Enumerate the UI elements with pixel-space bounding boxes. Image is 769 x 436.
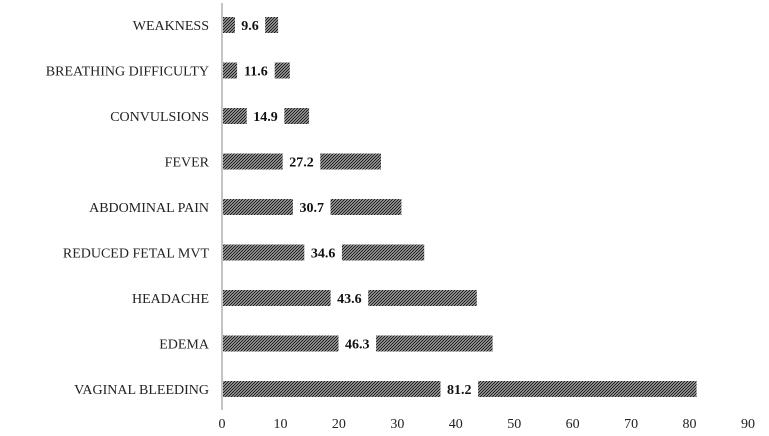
data-label-background [292,198,331,216]
x-axis: 0 10 20 30 40 50 60 70 80 90 [219,417,756,432]
data-label: 11.6 [244,65,268,80]
data-label-background [246,107,285,125]
x-tick-label: 40 [449,417,463,432]
x-tick-label: 20 [332,417,346,432]
category-label: CONVULSIONS [110,110,209,125]
data-label: 9.6 [241,19,259,34]
data-label-background [440,380,479,398]
category-label: BREATHING DIFFICULTY [46,65,209,80]
data-label: 46.3 [345,338,370,353]
data-label-background [330,289,369,307]
x-tick-label: 90 [741,417,755,432]
category-label: EDEMA [159,338,210,353]
x-tick-label: 70 [624,417,638,432]
x-tick-label: 80 [683,417,697,432]
x-tick-label: 10 [273,417,287,432]
bars: 9.6 11.6 14.9 27.2 30.7 34.6 43.6 46.3 81.2 [223,16,697,398]
category-label: FEVER [165,156,210,171]
data-label: 34.6 [311,247,336,262]
data-label: 30.7 [299,201,324,216]
category-labels: WEAKNESS BREATHING DIFFICULTY CONVULSIONS F… [46,19,210,398]
data-label: 27.2 [289,156,314,171]
category-label: WEAKNESS [133,19,209,34]
data-label-background [304,243,342,262]
x-tick-label: 30 [390,417,404,432]
category-label: HEADACHE [132,292,209,307]
data-label-background [234,16,266,34]
category-label: VAGINAL BLEEDING [74,383,209,398]
x-tick-label: 0 [219,417,226,432]
data-label: 14.9 [253,110,278,125]
data-label: 43.6 [337,292,362,307]
x-tick-label: 60 [566,417,580,432]
data-label-background [282,152,321,171]
data-label: 81.2 [447,383,472,398]
data-label-background [237,61,275,80]
category-label: REDUCED FETAL MVT [63,247,210,262]
x-tick-label: 50 [507,417,521,432]
data-label-background [338,334,377,353]
category-label: ABDOMINAL PAIN [89,201,209,216]
